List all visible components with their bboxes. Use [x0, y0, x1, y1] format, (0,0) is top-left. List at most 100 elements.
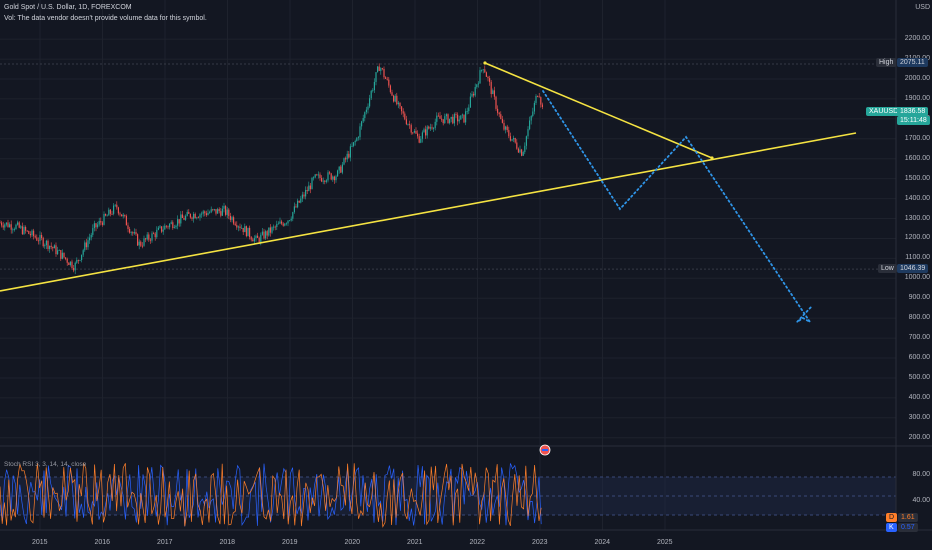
candle-body	[145, 238, 147, 240]
candle-body	[276, 224, 278, 228]
candle-body	[273, 226, 275, 228]
candle-body	[281, 221, 283, 224]
candle-body	[455, 114, 457, 115]
candle-body	[252, 239, 254, 242]
candle-body	[175, 225, 177, 228]
symbol-tag[interactable]: XAUUSD	[866, 107, 902, 116]
candle-body	[266, 231, 268, 236]
candle-body	[458, 119, 460, 122]
candle-body	[373, 81, 375, 91]
candle-body	[116, 204, 118, 208]
price-tick-label: 1400.00	[904, 194, 930, 202]
candle-body	[301, 194, 303, 199]
year-tick-label: 2023	[532, 539, 548, 546]
event-flag-stripe	[542, 449, 548, 451]
candle-body	[444, 116, 446, 124]
candle-body	[65, 257, 67, 259]
price-tick-label: 900.00	[908, 294, 930, 302]
price-tick-label: 700.00	[908, 334, 930, 342]
candle-body	[97, 224, 99, 228]
candle-body	[122, 214, 124, 217]
price-tick-label: 800.00	[908, 314, 930, 322]
candle-body	[137, 234, 139, 246]
candle-body	[173, 227, 175, 229]
candle-body	[68, 262, 70, 266]
candle-body	[439, 115, 441, 119]
candle-body	[207, 212, 209, 216]
candle-body	[218, 209, 220, 212]
price-tick-label: 1600.00	[904, 154, 930, 162]
candle-body	[169, 223, 171, 228]
candle-body	[191, 217, 193, 219]
year-tick-label: 2016	[94, 539, 111, 546]
candle-body	[193, 213, 195, 219]
candle-body	[457, 114, 459, 122]
low-value: 1046.39	[897, 264, 929, 273]
candle-body	[124, 214, 126, 216]
high-label: High	[876, 58, 897, 67]
candle-body	[5, 222, 7, 225]
year-tick-label: 2024	[594, 539, 611, 546]
year-tick-label: 2017	[157, 539, 173, 546]
candle-body	[415, 131, 417, 134]
candle-body	[234, 223, 236, 226]
candle-body	[202, 211, 204, 214]
candle-body	[541, 104, 543, 108]
candle-body	[540, 97, 542, 105]
candle-body	[260, 234, 262, 243]
candle-body	[311, 177, 313, 190]
candle-body	[473, 93, 475, 96]
candle-body	[17, 222, 19, 225]
candle-body	[487, 76, 489, 79]
candle-body	[146, 234, 148, 240]
candle-body	[521, 149, 523, 156]
candle-body	[21, 226, 23, 235]
candle-body	[341, 164, 343, 173]
year-tick-label: 2018	[219, 539, 236, 546]
candle-body	[93, 223, 95, 229]
candle-body	[213, 209, 215, 210]
candle-body	[399, 102, 401, 107]
candle-body	[468, 107, 470, 112]
candle-body	[335, 176, 337, 181]
candle-body	[409, 124, 411, 126]
candle-body	[236, 225, 238, 228]
candle-body	[220, 211, 222, 216]
candle-body	[132, 232, 134, 234]
candle-body	[151, 233, 153, 241]
candle-body	[362, 117, 364, 122]
candle-body	[477, 83, 479, 85]
candle-body	[431, 127, 433, 129]
candle-body	[508, 130, 510, 137]
candle-body	[514, 137, 516, 143]
candle-body	[101, 222, 103, 225]
candle-body	[330, 173, 332, 180]
candle-body	[26, 230, 28, 232]
candle-body	[13, 229, 15, 230]
trendline-anchor	[483, 61, 487, 65]
candle-body	[268, 227, 270, 236]
candle-body	[289, 220, 291, 222]
candle-body	[442, 119, 444, 124]
candle-body	[247, 227, 249, 237]
candle-body	[292, 212, 294, 219]
candle-body	[340, 166, 342, 173]
candle-body	[180, 214, 182, 224]
candle-body	[293, 206, 295, 213]
candle-body	[476, 84, 478, 88]
candle-body	[85, 242, 87, 248]
candle-body	[172, 222, 174, 229]
year-tick-label: 2015	[32, 539, 48, 546]
candle-body	[41, 234, 43, 239]
candle-body	[388, 79, 390, 86]
candle-body	[0, 222, 1, 224]
candle-body	[9, 224, 11, 228]
candle-body	[377, 66, 379, 73]
candle-body	[509, 136, 511, 141]
resistance-trendline	[484, 62, 713, 159]
candle-body	[474, 87, 476, 96]
candle-body	[511, 139, 513, 141]
countdown-tag: 15:11:48	[897, 116, 930, 125]
candle-body	[533, 102, 535, 112]
